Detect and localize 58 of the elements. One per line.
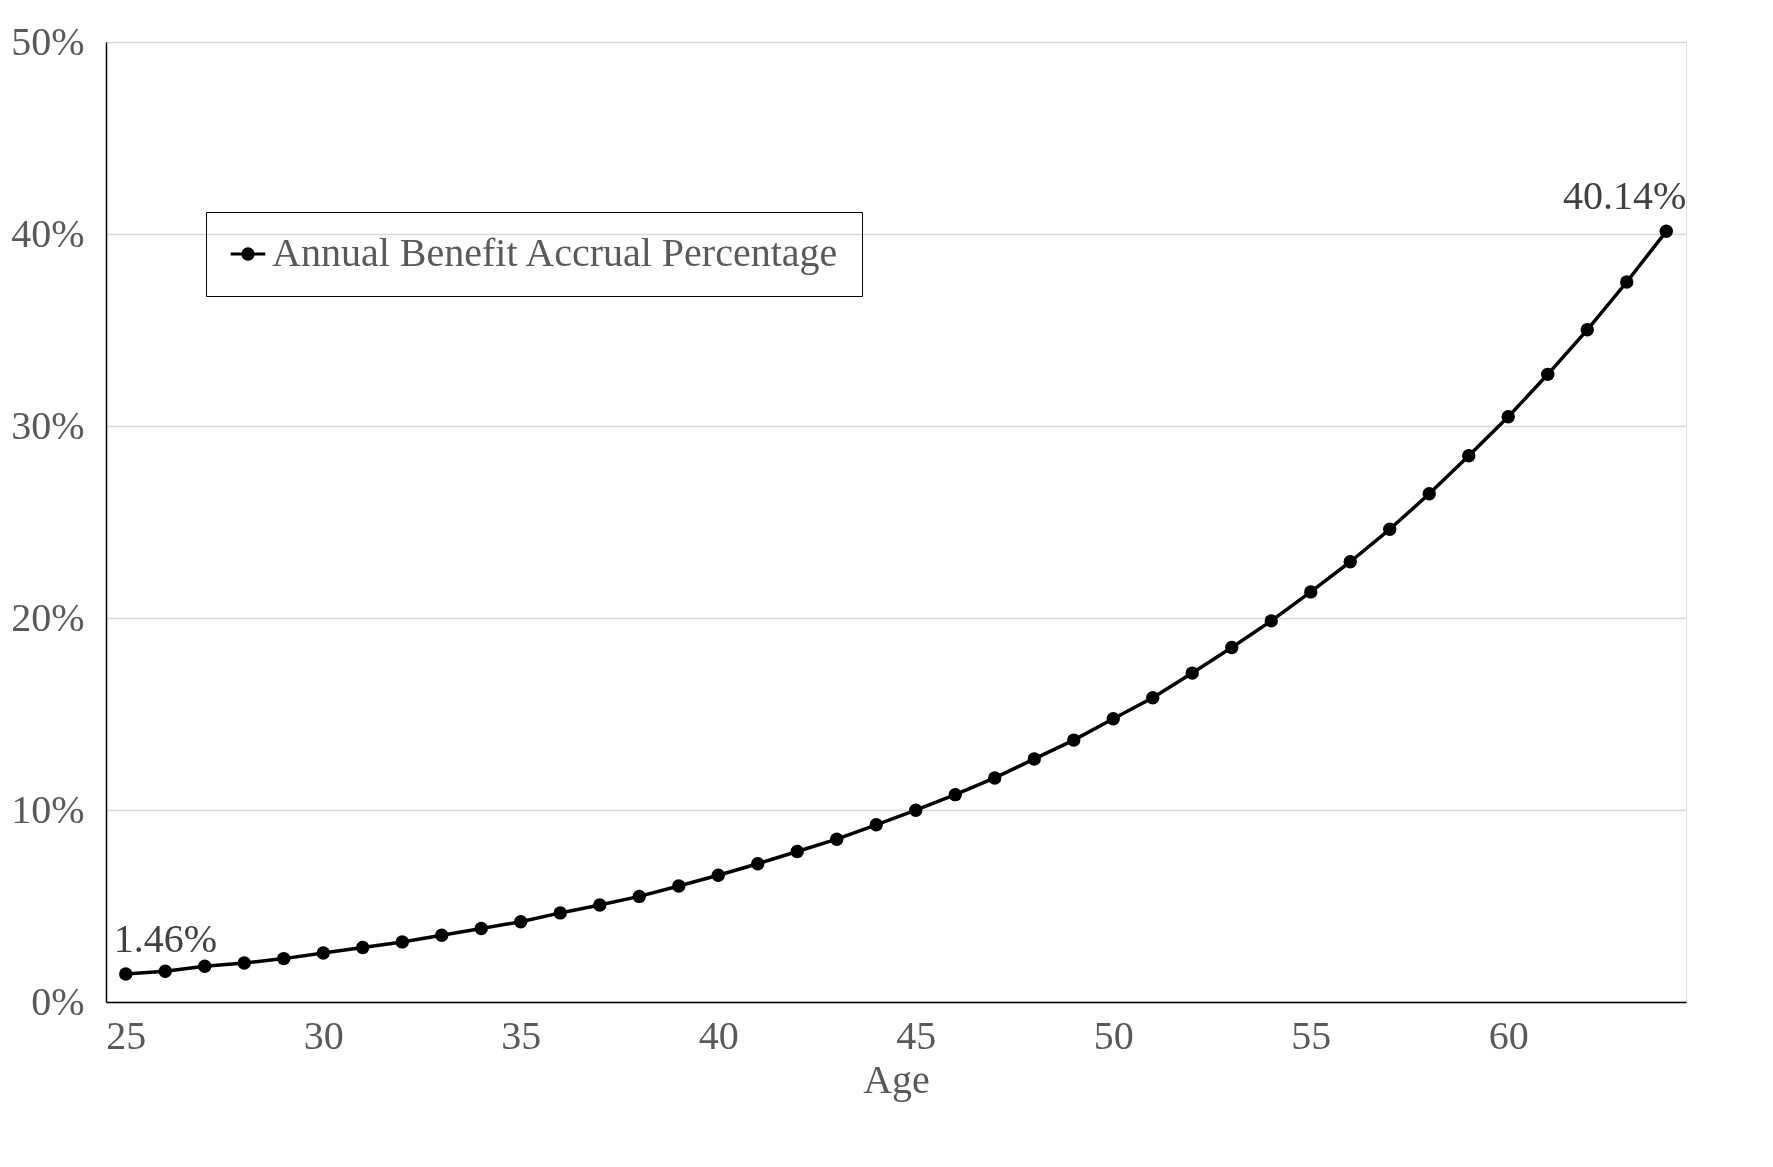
point (435, 928, 449, 942)
point (751, 857, 765, 871)
point (1501, 410, 1515, 424)
point (1225, 640, 1239, 655)
point (316, 946, 330, 960)
point (1659, 224, 1673, 239)
point (1304, 585, 1318, 599)
data-label: 1.46% (113, 915, 218, 961)
y-tick-label: 50% (11, 18, 85, 64)
y-tick-label: 40% (11, 210, 85, 256)
point (988, 771, 1002, 785)
point (1422, 487, 1436, 501)
point (1620, 275, 1634, 289)
point (1146, 690, 1160, 705)
x-tick-label: 35 (501, 1012, 542, 1058)
point (1067, 733, 1081, 747)
point (1383, 522, 1397, 536)
point (830, 832, 844, 846)
point (514, 915, 528, 929)
point (277, 951, 291, 966)
point (948, 787, 962, 802)
point (1264, 614, 1278, 628)
point (1580, 323, 1594, 337)
point (237, 956, 251, 970)
point (711, 868, 725, 882)
y-tick-label: 10% (11, 786, 85, 832)
point (1106, 712, 1120, 726)
y-tick-label: 20% (11, 594, 85, 640)
y-tick-label: 0% (31, 978, 85, 1024)
point (790, 844, 804, 859)
x-tick-label: 30 (303, 1012, 344, 1058)
y-tick-label: 30% (11, 402, 85, 448)
point (632, 889, 646, 904)
point (869, 818, 883, 832)
point (474, 921, 488, 936)
point (1185, 666, 1199, 680)
point (119, 967, 133, 981)
x-tick-label: 45 (896, 1012, 937, 1058)
x-tick-label: 25 (106, 1012, 147, 1058)
x-tick-label: 60 (1488, 1012, 1529, 1058)
legend-label: Annual Benefit Accrual Percentage (272, 230, 838, 275)
data-label: 40.14% (1562, 173, 1687, 219)
point (356, 940, 370, 955)
point (593, 898, 607, 912)
point (553, 906, 567, 920)
point (158, 964, 172, 978)
x-tick-label: 55 (1291, 1012, 1332, 1058)
x-tick-label: 40 (698, 1012, 739, 1058)
x-axis-title: Age (863, 1056, 930, 1102)
point (1343, 555, 1357, 569)
point (198, 959, 212, 973)
x-tick-label: 50 (1093, 1012, 1134, 1058)
point (672, 879, 686, 893)
point (1027, 752, 1041, 766)
point (395, 935, 409, 949)
point (909, 803, 923, 817)
point (1541, 367, 1555, 382)
point (1462, 449, 1476, 463)
